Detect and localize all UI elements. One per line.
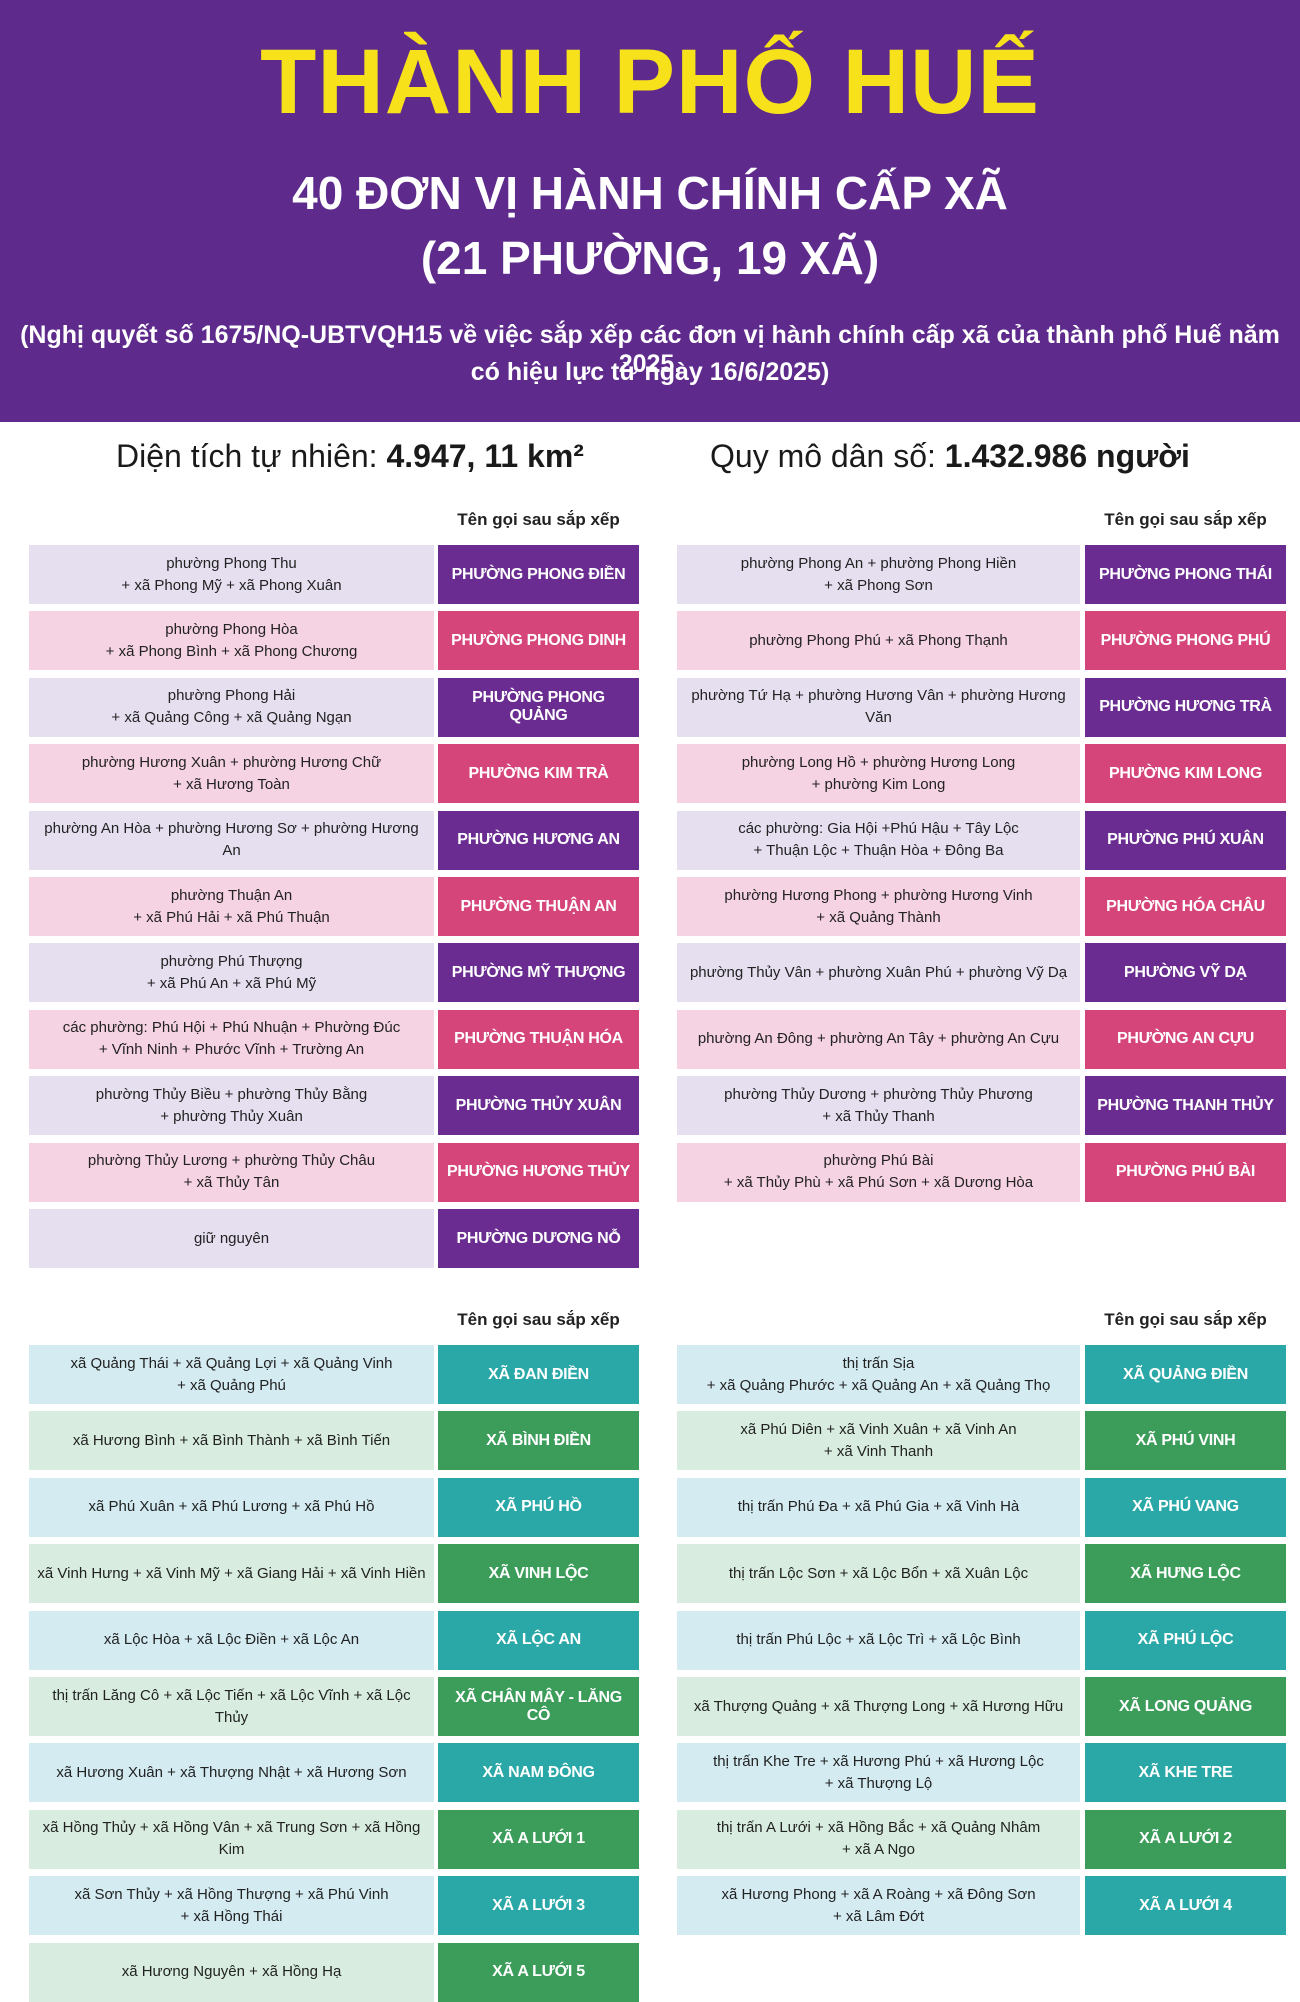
merged-units: phường Phong An + phường Phong Hiền + xã… — [677, 545, 1080, 604]
new-unit-name: XÃ PHÚ HỒ — [438, 1477, 639, 1537]
new-unit-name: PHƯỜNG PHONG THÁI — [1085, 545, 1286, 604]
column-heading: Tên gọi sau sắp xếp — [1104, 1310, 1267, 1329]
merged-units: phường An Đông + phường An Tây + phường … — [677, 1009, 1080, 1069]
merged-units: phường Tứ Hạ + phường Hương Vân + phường… — [677, 677, 1080, 737]
new-unit-name: XÃ A LƯỚI 5 — [438, 1942, 639, 2002]
merged-units: phường Phú Thượng + xã Phú An + xã Phú M… — [29, 943, 434, 1003]
merged-units: thị trấn Lăng Cô + xã Lộc Tiến + xã Lộc … — [29, 1677, 434, 1736]
merged-units: xã Hương Phong + xã A Roàng + xã Đông Sơ… — [677, 1876, 1080, 1936]
new-unit-name: XÃ LỘC AN — [438, 1610, 639, 1670]
merged-units: thị trấn Sịa + xã Quảng Phước + xã Quảng… — [677, 1345, 1080, 1404]
merged-units: thị trấn Lộc Sơn + xã Lộc Bổn + xã Xuân … — [677, 1544, 1080, 1604]
merged-units: thị trấn Phú Lộc + xã Lộc Trì + xã Lộc B… — [677, 1610, 1080, 1670]
merged-units: thị trấn A Lưới + xã Hồng Bắc + xã Quảng… — [677, 1809, 1080, 1869]
merged-units: phường Thủy Dương + phường Thủy Phương +… — [677, 1076, 1080, 1136]
new-unit-name: XÃ CHÂN MÂY - LĂNG CÔ — [438, 1677, 639, 1736]
merged-units: phường Phong Hải + xã Quảng Công + xã Qu… — [29, 677, 434, 737]
merged-units: phường Thủy Vân + phường Xuân Phú + phườ… — [677, 943, 1080, 1003]
new-unit-name: XÃ KHE TRE — [1085, 1743, 1286, 1803]
merged-units: thị trấn Phú Đa + xã Phú Gia + xã Vinh H… — [677, 1477, 1080, 1537]
new-unit-name: XÃ A LƯỚI 3 — [438, 1876, 639, 1936]
new-unit-name: XÃ BÌNH ĐIỀN — [438, 1411, 639, 1471]
merged-units: phường Phong Hòa + xã Phong Bình + xã Ph… — [29, 611, 434, 671]
subtitle: (21 PHƯỜNG, 19 XÃ) — [420, 232, 880, 284]
new-unit-name: PHƯỜNG MỸ THƯỢNG — [438, 943, 639, 1003]
merged-units: phường Thủy Lương + phường Thủy Châu + x… — [29, 1142, 434, 1202]
new-unit-name: XÃ NAM ĐÔNG — [438, 1743, 639, 1803]
merged-units: xã Hương Xuân + xã Thượng Nhật + xã Hươn… — [29, 1743, 434, 1803]
merged-units: xã Hương Bình + xã Bình Thành + xã Bình … — [29, 1411, 434, 1471]
merged-units: phường Thủy Biều + phường Thủy Bằng + ph… — [29, 1076, 434, 1136]
merged-units: phường Long Hồ + phường Hương Long + phư… — [677, 744, 1080, 804]
population-stat: Quy mô dân số: 1.432.986 người — [710, 438, 1190, 475]
area-stat: Diện tích tự nhiên: 4.947, 11 km² — [116, 438, 584, 475]
merged-units: xã Quảng Thái + xã Quảng Lợi + xã Quảng … — [29, 1345, 434, 1404]
new-unit-name: PHƯỜNG HƯƠNG THỦY — [438, 1142, 639, 1202]
column-heading: Tên gọi sau sắp xếp — [457, 510, 620, 529]
new-unit-name: PHƯỜNG THỦY XUÂN — [438, 1076, 639, 1136]
new-unit-name: XÃ HƯNG LỘC — [1085, 1544, 1286, 1604]
merged-units: phường Phong Thu + xã Phong Mỹ + xã Phon… — [29, 545, 434, 604]
new-unit-name: XÃ A LƯỚI 1 — [438, 1809, 639, 1869]
new-unit-name: XÃ A LƯỚI 4 — [1085, 1876, 1286, 1936]
population-label: Quy mô dân số: — [710, 438, 936, 474]
new-unit-name: PHƯỜNG HƯƠNG TRÀ — [1085, 677, 1286, 737]
merged-units: phường Phú Bài + xã Thủy Phù + xã Phú Sơ… — [677, 1142, 1080, 1202]
note: (Nghị quyết số 1675/NQ-UBTVQH15 về việc … — [20, 321, 1280, 378]
merged-units: phường Thuận An + xã Phú Hải + xã Phú Th… — [29, 877, 434, 936]
merged-units: thị trấn Khe Tre + xã Hương Phú + xã Hươ… — [677, 1743, 1080, 1803]
merged-units: xã Hương Nguyên + xã Hồng Hạ — [29, 1942, 434, 2002]
merged-units: phường Phong Phú + xã Phong Thạnh — [677, 611, 1080, 671]
column-heading: Tên gọi sau sắp xếp — [1104, 510, 1267, 529]
area-label: Diện tích tự nhiên: — [116, 438, 378, 474]
merged-units: phường Hương Phong + phường Hương Vinh +… — [677, 877, 1080, 936]
new-unit-name: PHƯỜNG HƯƠNG AN — [438, 810, 639, 870]
population-value: 1.432.986 người — [944, 438, 1190, 474]
merged-units: giữ nguyên — [29, 1209, 434, 1268]
new-unit-name: PHƯỜNG THUẬN AN — [438, 877, 639, 936]
merged-units: xã Vinh Hưng + xã Vinh Mỹ + xã Giang Hải… — [29, 1544, 434, 1604]
new-unit-name: XÃ PHÚ VANG — [1085, 1477, 1286, 1537]
area-value: 4.947, 11 km² — [386, 438, 584, 474]
new-unit-name: XÃ PHÚ VINH — [1085, 1411, 1286, 1471]
note: có hiệu lực từ ngày 16/6/2025) — [470, 358, 830, 386]
new-unit-name: PHƯỜNG KIM TRÀ — [438, 744, 639, 804]
title: THÀNH PHỐ HUẾ — [260, 31, 1040, 133]
new-unit-name: XÃ ĐAN ĐIỀN — [438, 1345, 639, 1404]
new-unit-name: PHƯỜNG THUẬN HÓA — [438, 1009, 639, 1069]
new-unit-name: XÃ LONG QUẢNG — [1085, 1677, 1286, 1736]
new-unit-name: XÃ A LƯỚI 2 — [1085, 1809, 1286, 1869]
header: THÀNH PHỐ HUẾ 40 ĐƠN VỊ HÀNH CHÍNH CẤP X… — [0, 0, 1300, 422]
new-unit-name: PHƯỜNG VỸ DẠ — [1085, 943, 1286, 1003]
new-unit-name: XÃ VINH LỘC — [438, 1544, 639, 1604]
merged-units: các phường: Phú Hội + Phú Nhuận + Phường… — [29, 1009, 434, 1069]
merged-units: xã Lộc Hòa + xã Lộc Điền + xã Lộc An — [29, 1610, 434, 1670]
merged-units: phường Hương Xuân + phường Hương Chữ + x… — [29, 744, 434, 804]
new-unit-name: PHƯỜNG AN CỰU — [1085, 1009, 1286, 1069]
subtitle: 40 ĐƠN VỊ HÀNH CHÍNH CẤP XÃ — [292, 167, 1008, 219]
new-unit-name: PHƯỜNG HÓA CHÂU — [1085, 877, 1286, 936]
merged-units: xã Phú Xuân + xã Phú Lương + xã Phú Hồ — [29, 1477, 434, 1537]
new-unit-name: XÃ PHÚ LỘC — [1085, 1610, 1286, 1670]
merged-units: xã Sơn Thủy + xã Hồng Thượng + xã Phú Vi… — [29, 1876, 434, 1936]
new-unit-name: PHƯỜNG PHONG DINH — [438, 611, 639, 671]
merged-units: xã Hồng Thủy + xã Hồng Vân + xã Trung Sơ… — [29, 1809, 434, 1869]
new-unit-name: PHƯỜNG PHONG ĐIỀN — [438, 545, 639, 604]
new-unit-name: PHƯỜNG KIM LONG — [1085, 744, 1286, 804]
new-unit-name: PHƯỜNG PHONG QUẢNG — [438, 677, 639, 737]
new-unit-name: PHƯỜNG PHONG PHÚ — [1085, 611, 1286, 671]
new-unit-name: PHƯỜNG PHÚ BÀI — [1085, 1142, 1286, 1202]
merged-units: xã Thượng Quảng + xã Thượng Long + xã Hư… — [677, 1677, 1080, 1736]
merged-units: phường An Hòa + phường Hương Sơ + phường… — [29, 810, 434, 870]
new-unit-name: XÃ QUẢNG ĐIỀN — [1085, 1345, 1286, 1404]
new-unit-name: PHƯỜNG DƯƠNG NỖ — [438, 1209, 639, 1268]
merged-units: các phường: Gia Hội +Phú Hậu + Tây Lộc +… — [677, 810, 1080, 870]
column-heading: Tên gọi sau sắp xếp — [457, 1310, 620, 1329]
new-unit-name: PHƯỜNG THANH THỦY — [1085, 1076, 1286, 1136]
new-unit-name: PHƯỜNG PHÚ XUÂN — [1085, 810, 1286, 870]
merged-units: xã Phú Diên + xã Vinh Xuân + xã Vinh An … — [677, 1411, 1080, 1471]
